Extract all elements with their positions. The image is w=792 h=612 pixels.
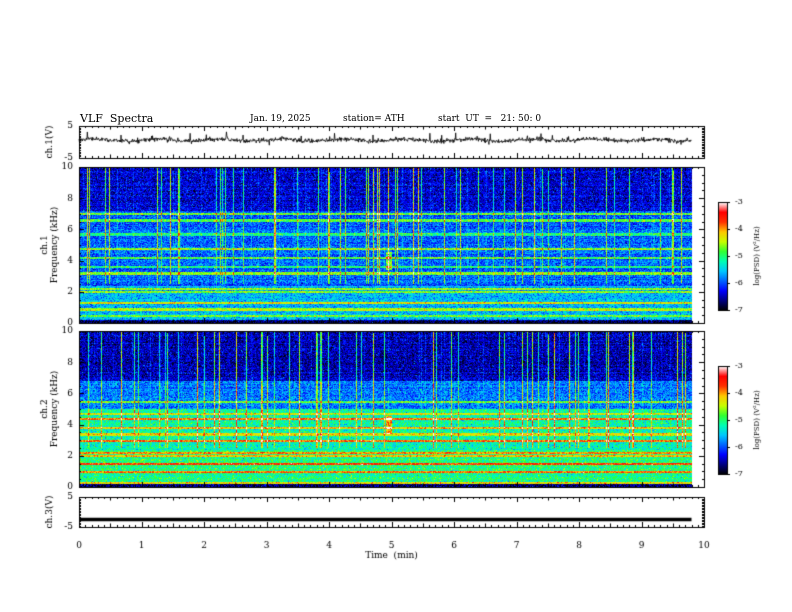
figure-title: VLF Spectra xyxy=(80,112,154,125)
date-label: Jan. 19, 2025 xyxy=(250,114,311,124)
start-time-label: start UT = 21: 50: 0 xyxy=(438,114,542,124)
station-label: station= ATH xyxy=(343,114,405,124)
